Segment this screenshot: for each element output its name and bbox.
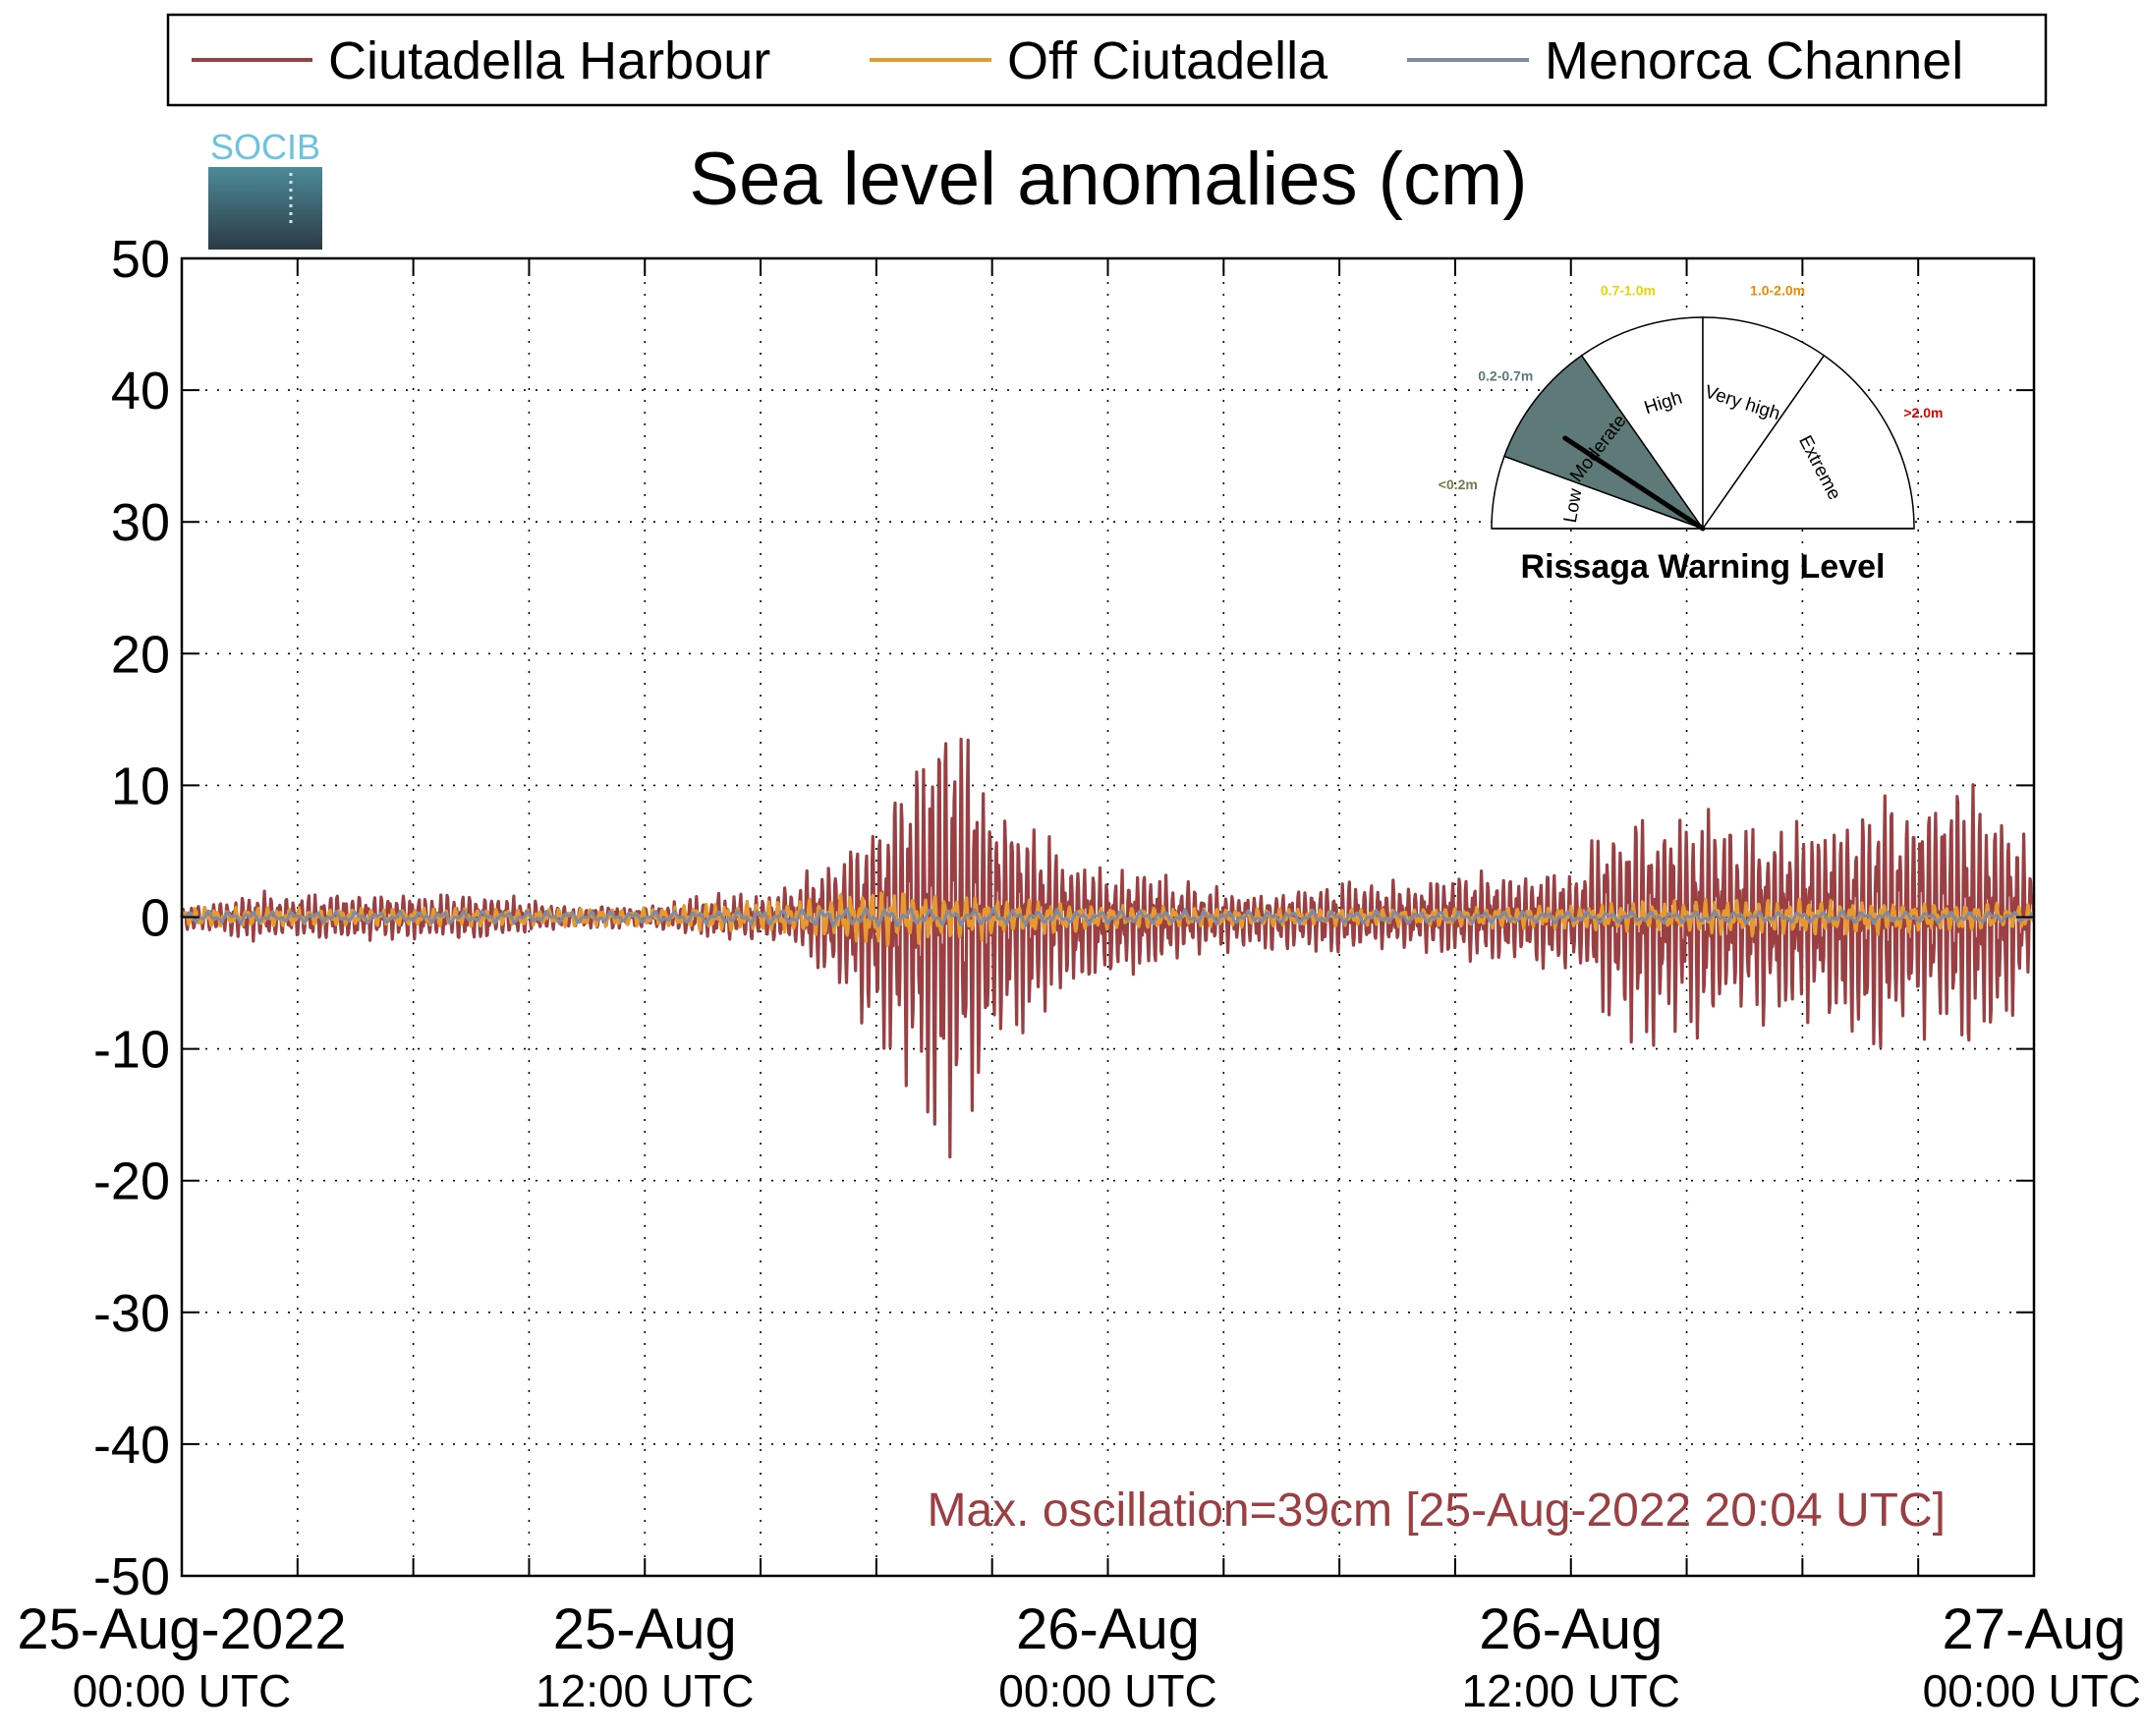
gauge-range-label: >2.0m: [1903, 405, 1943, 420]
gauge-needle: [1562, 435, 1706, 532]
y-tick-label: 40: [111, 362, 170, 420]
legend-box: [166, 13, 2048, 107]
x-tick-label-date: 26-Aug: [1016, 1597, 1200, 1661]
x-tick-label-time: 12:00 UTC: [536, 1665, 754, 1716]
x-tick-label-time: 00:00 UTC: [998, 1665, 1216, 1716]
y-tick-label: 30: [111, 493, 170, 552]
grid: [182, 258, 2034, 1576]
gauge-sector-high: [1580, 316, 1704, 532]
y-tick-label: -50: [93, 1547, 170, 1606]
logo-text: SOCIB: [210, 127, 320, 167]
gauge-range-label: 1.0-2.0m: [1750, 282, 1805, 298]
y-tick-label: -20: [93, 1152, 170, 1211]
legend-label-harbour: Ciutadella Harbour: [328, 31, 770, 90]
axis-ticks: [182, 257, 2034, 1577]
series-layer: [180, 737, 2036, 1159]
socib-logo: SOCIB: [208, 127, 322, 250]
y-tick-label: -30: [93, 1284, 170, 1343]
y-tick-label: -10: [93, 1021, 170, 1080]
y-tick-label: 10: [111, 756, 170, 815]
x-tick-label-time: 12:00 UTC: [1462, 1665, 1680, 1716]
gauge-sector-moderate: [1503, 354, 1705, 531]
series-line-off: [180, 891, 2036, 948]
gauge-sector-extreme: [1701, 354, 1915, 530]
gauge-range-label: <0.2m: [1439, 476, 1478, 492]
legend: Ciutadella Harbour Off Ciutadella Menorc…: [166, 13, 2048, 107]
gauge-range-label: 0.2-0.7m: [1478, 368, 1533, 384]
y-tick-label: 20: [111, 625, 170, 684]
gauge-title: Rissaga Warning Level: [1521, 548, 1886, 586]
series-line-channel: [181, 907, 2035, 928]
y-tick-label: 0: [141, 889, 170, 948]
y-tick-label: 50: [111, 230, 170, 289]
max-oscillation-annotation: Max. oscillation=39cm [25-Aug-2022 20:04…: [927, 1484, 1946, 1537]
y-tick-labels: 50 40 30 20 10 0 -10 -20 -30 -40 -50: [93, 230, 170, 1606]
x-tick-label-date: 25-Aug: [553, 1597, 737, 1661]
x-tick-label-time: 00:00 UTC: [1923, 1665, 2141, 1716]
gauge-range-label: 0.7-1.0m: [1601, 282, 1656, 298]
y-tick-label: -40: [93, 1416, 170, 1475]
x-tick-label-time: 00:00 UTC: [73, 1665, 291, 1716]
gauge-sector-very-high: [1702, 316, 1826, 532]
chart-title: Sea level anomalies (cm): [689, 138, 1527, 221]
x-tick-label-date: 26-Aug: [1479, 1597, 1663, 1661]
series-line-harbour: [180, 737, 2036, 1159]
legend-label-off: Off Ciutadella: [1007, 31, 1328, 90]
logo-mark: [208, 167, 322, 250]
legend-label-channel: Menorca Channel: [1545, 31, 1963, 90]
x-tick-label-date: 25-Aug-2022: [17, 1597, 346, 1661]
x-tick-label-date: 27-Aug: [1942, 1597, 2125, 1661]
rissaga-warning-gauge: Low<0.2m Moderate0.2-0.7mHigh0.7-1.0mVery…: [1439, 282, 1944, 586]
